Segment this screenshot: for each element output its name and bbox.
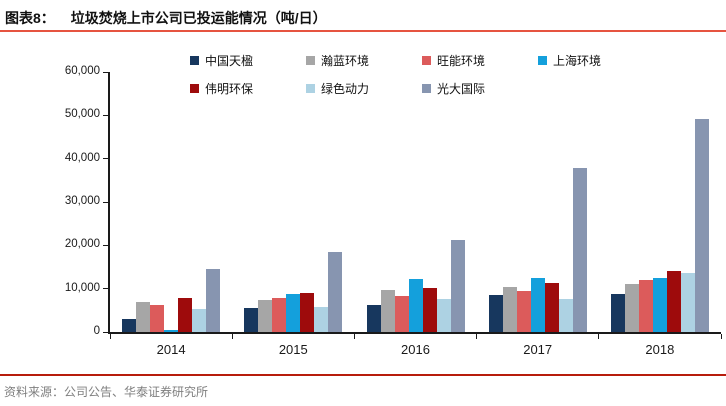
bar-上海环境-2015 [286, 294, 301, 332]
y-axis-tick-label: 40,000 [64, 151, 100, 164]
bar-绿色动力-2014 [192, 309, 207, 332]
bar-中国天楹-2018 [610, 294, 625, 332]
bar-绿色动力-2016 [436, 299, 451, 332]
bar-光大国际-2014 [206, 269, 221, 332]
bar-旺能环境-2014 [150, 305, 165, 332]
figure-title-row: 图表8： 垃圾焚烧上市公司已投运能情况（吨/日） [5, 8, 327, 28]
bar-光大国际-2018 [694, 119, 709, 332]
bar-光大国际-2015 [328, 252, 343, 332]
bar-旺能环境-2017 [516, 291, 531, 332]
bar-光大国际-2017 [572, 168, 587, 332]
legend-swatch-icon [422, 56, 431, 65]
x-axis-tick [353, 334, 355, 339]
bar-上海环境-2014 [164, 330, 179, 332]
y-axis-tick [103, 114, 108, 116]
x-axis-category-label: 2014 [156, 342, 186, 357]
bar-绿色动力-2018 [680, 273, 695, 332]
bar-伟明环保-2015 [300, 293, 315, 332]
y-axis-line [108, 72, 110, 334]
legend-item-光大国际: 光大国际 [422, 80, 538, 97]
y-axis-tick [103, 288, 108, 290]
y-axis-tick-label: 10,000 [64, 281, 100, 294]
bar-绿色动力-2015 [314, 307, 329, 332]
bar-瀚蓝环境-2016 [380, 290, 395, 332]
x-axis-category-label: 2018 [645, 342, 675, 357]
x-axis-tick [720, 334, 722, 339]
x-axis-tick [598, 334, 600, 339]
legend-item-瀚蓝环境: 瀚蓝环境 [306, 52, 422, 69]
title-underline [0, 30, 726, 32]
y-axis-tick-label: 20,000 [64, 238, 100, 251]
bar-上海环境-2018 [652, 278, 667, 332]
bar-中国天楹-2014 [122, 319, 137, 332]
bar-上海环境-2016 [408, 279, 423, 332]
chart-legend: 中国天楹 瀚蓝环境 旺能环境 上海环境伟明环保 绿色动力 光大国际 [190, 52, 654, 108]
bar-中国天楹-2016 [366, 305, 381, 332]
legend-swatch-icon [538, 56, 547, 65]
bar-旺能环境-2018 [638, 280, 653, 332]
legend-item-上海环境: 上海环境 [538, 52, 654, 69]
bar-伟明环保-2016 [422, 288, 437, 332]
legend-swatch-icon [422, 84, 431, 93]
y-axis-tick-label: 60,000 [64, 65, 100, 77]
legend-label: 绿色动力 [321, 82, 370, 96]
legend-item-绿色动力: 绿色动力 [306, 80, 422, 97]
legend-item-伟明环保: 伟明环保 [190, 80, 306, 97]
legend-swatch-icon [190, 56, 199, 65]
x-axis-category-label: 2016 [401, 342, 430, 357]
bar-瀚蓝环境-2017 [502, 287, 517, 332]
legend-item-中国天楹: 中国天楹 [190, 52, 306, 69]
legend-item-旺能环境: 旺能环境 [422, 52, 538, 69]
x-axis-category-label: 2017 [523, 342, 553, 357]
legend-label: 上海环境 [553, 54, 602, 68]
y-axis-tick-label: 0 [93, 325, 100, 337]
legend-label: 瀚蓝环境 [321, 54, 370, 68]
y-axis-tick [103, 244, 108, 246]
chart-plot-area: 0 10,000 20,000 30,000 40,000 50,000 60,000 201… [65, 65, 722, 357]
x-axis-line [108, 332, 721, 334]
y-axis-tick [103, 158, 108, 160]
bar-光大国际-2016 [450, 240, 465, 332]
bar-中国天楹-2017 [488, 295, 503, 332]
legend-label: 光大国际 [437, 82, 486, 96]
bar-旺能环境-2016 [394, 296, 409, 332]
source-note: 资料来源：公司公告、华泰证券研究所 [4, 385, 209, 399]
y-axis-tick-label: 50,000 [64, 108, 100, 121]
x-axis-category-label: 2015 [278, 342, 308, 357]
bar-伟明环保-2014 [178, 298, 193, 332]
x-axis-tick [109, 334, 111, 339]
bar-伟明环保-2018 [666, 271, 681, 332]
bar-旺能环境-2015 [272, 298, 287, 332]
legend-row: 中国天楹 瀚蓝环境 旺能环境 上海环境 [190, 52, 654, 69]
legend-label: 中国天楹 [205, 54, 254, 68]
footer-divider [0, 374, 726, 376]
bar-中国天楹-2015 [244, 308, 259, 332]
legend-swatch-icon [190, 84, 199, 93]
bar-绿色动力-2017 [558, 299, 573, 332]
y-axis-tick [103, 331, 108, 333]
x-axis-tick [476, 334, 478, 339]
legend-label: 伟明环保 [205, 82, 254, 96]
legend-swatch-icon [306, 56, 315, 65]
legend-swatch-icon [306, 84, 315, 93]
y-axis-tick-label: 30,000 [64, 195, 100, 207]
bar-伟明环保-2017 [544, 283, 559, 332]
figure-title: 垃圾焚烧上市公司已投运能情况（吨/日） [70, 10, 327, 26]
bar-瀚蓝环境-2015 [258, 300, 273, 332]
legend-row: 伟明环保 绿色动力 光大国际 [190, 80, 654, 97]
y-axis-tick [103, 201, 108, 203]
x-axis-tick [231, 334, 233, 339]
figure-label: 图表8： [5, 10, 55, 26]
legend-label: 旺能环境 [437, 54, 486, 68]
bar-瀚蓝环境-2018 [624, 284, 639, 332]
bar-上海环境-2017 [530, 278, 545, 332]
y-axis-tick [103, 71, 108, 73]
bar-瀚蓝环境-2014 [136, 302, 151, 332]
